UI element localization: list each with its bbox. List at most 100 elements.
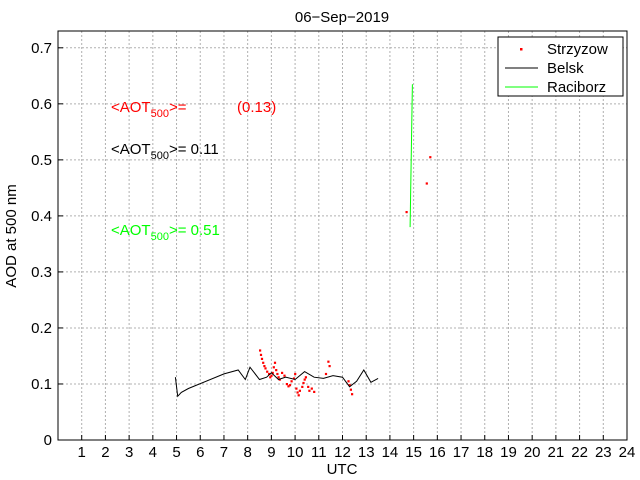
data-point-strzyzow	[271, 371, 274, 374]
x-tick-label: 9	[267, 444, 275, 461]
data-point-strzyzow	[304, 376, 307, 379]
y-tick-label: 0	[44, 432, 52, 449]
data-point-strzyzow	[290, 380, 293, 383]
data-point-strzyzow	[269, 376, 272, 379]
grid	[58, 31, 627, 440]
annotation-raciborz-sub: 500	[151, 231, 169, 243]
x-tick-label: 15	[405, 444, 422, 461]
x-tick-label: 1	[78, 444, 86, 461]
series-layer	[174, 84, 432, 398]
data-point-strzyzow	[302, 381, 305, 385]
x-tick-label: 4	[149, 444, 157, 461]
data-point-strzyzow	[351, 393, 354, 396]
x-tick-label: 19	[500, 444, 517, 461]
annotation-raciborz-main: <AOT	[111, 222, 151, 239]
x-tick-label: 12	[334, 444, 351, 461]
data-point-strzyzow	[349, 388, 352, 391]
annotation-belsk-sub: 500	[151, 150, 169, 162]
annotation-raciborz: <AOT500>= 0.51	[111, 222, 220, 243]
annotation-strzyzow-rest: >=	[169, 99, 187, 116]
x-tick-label: 21	[548, 444, 565, 461]
y-tick-label: 0.5	[31, 152, 52, 169]
x-tick-label: 23	[595, 444, 612, 461]
data-point-strzyzow	[405, 211, 408, 214]
x-tick-label: 22	[571, 444, 588, 461]
data-point-strzyzow	[429, 156, 432, 159]
legend-label-belsk: Belsk	[547, 60, 584, 77]
annotation-strzyzow-sub: 500	[151, 108, 169, 120]
legend-label-strzyzow: Strzyzow	[547, 41, 608, 58]
data-point-strzyzow	[324, 372, 328, 376]
data-point-strzyzow	[285, 383, 288, 386]
data-point-strzyzow	[272, 366, 275, 369]
series-line-belsk	[174, 366, 379, 398]
data-point-strzyzow	[313, 390, 316, 393]
x-tick-label: 7	[220, 444, 228, 461]
x-tick-label: 3	[125, 444, 133, 461]
y-axis-label: AOD at 500 nm	[3, 184, 20, 287]
data-point-strzyzow	[270, 374, 273, 377]
data-point-strzyzow	[425, 182, 428, 185]
y-tick-label: 0.6	[31, 96, 52, 113]
x-tick-label: 20	[524, 444, 541, 461]
legend: Strzyzow Belsk Raciborz	[497, 36, 624, 97]
legend-items: Strzyzow Belsk Raciborz	[505, 41, 608, 96]
data-point-strzyzow	[277, 376, 280, 379]
data-point-strzyzow	[347, 380, 350, 383]
annotation-belsk-rest: >= 0.11	[169, 141, 219, 158]
data-point-strzyzow	[262, 361, 265, 364]
x-tick-label: 18	[476, 444, 493, 461]
y-tick-label: 0.2	[31, 320, 52, 337]
x-tick-label: 14	[382, 444, 399, 461]
data-point-strzyzow	[287, 385, 290, 388]
data-point-strzyzow	[296, 391, 299, 394]
data-point-strzyzow	[275, 369, 278, 372]
annotation-belsk-main: <AOT	[111, 141, 151, 158]
x-tick-label: 11	[311, 444, 327, 461]
data-point-strzyzow	[307, 385, 310, 388]
data-point-strzyzow	[288, 384, 292, 387]
data-point-strzyzow	[263, 365, 266, 368]
data-point-strzyzow	[266, 370, 269, 373]
y-tick-label: 0.3	[31, 264, 52, 281]
legend-swatch-strzyzow	[520, 48, 523, 51]
x-tick-label: 16	[429, 444, 446, 461]
series-line-raciborz	[409, 84, 413, 228]
data-point-strzyzow	[294, 372, 297, 376]
x-tick-label: 8	[243, 444, 251, 461]
data-point-strzyzow	[292, 377, 296, 380]
x-tick-label: 17	[453, 444, 470, 461]
x-tick-label: 24	[619, 444, 636, 461]
data-point-strzyzow	[276, 372, 279, 376]
data-point-strzyzow	[308, 389, 311, 392]
data-point-strzyzow	[273, 361, 277, 364]
annotation-strzyzow-value: (0.13)	[237, 99, 276, 116]
y-tick-label: 0.7	[31, 40, 52, 57]
x-tick-label: 6	[196, 444, 204, 461]
legend-label-raciborz: Raciborz	[547, 79, 606, 96]
annotation-belsk: <AOT500>= 0.11	[111, 141, 219, 162]
data-point-strzyzow	[297, 394, 300, 397]
data-point-strzyzow	[328, 365, 331, 368]
data-point-strzyzow	[298, 389, 301, 392]
data-point-strzyzow	[259, 353, 263, 356]
annotation-raciborz-rest: >= 0.51	[169, 222, 220, 239]
annotation-strzyzow-main: <AOT	[111, 99, 151, 116]
y-tick-label: 0.1	[31, 376, 52, 393]
data-point-strzyzow	[260, 357, 264, 360]
x-tick-label: 5	[172, 444, 180, 461]
legend-box	[497, 36, 624, 97]
data-point-strzyzow	[348, 384, 351, 387]
chart-title: 06−Sep−2019	[295, 9, 389, 26]
data-point-strzyzow	[283, 374, 286, 377]
data-point-strzyzow	[264, 367, 267, 370]
annotation-strzyzow: <AOT500>=	[111, 99, 187, 120]
data-point-strzyzow	[268, 372, 271, 376]
x-tick-label: 10	[287, 444, 304, 461]
data-point-strzyzow	[281, 371, 284, 374]
data-point-strzyzow	[303, 378, 306, 381]
x-axis-label: UTC	[327, 461, 358, 478]
data-point-strzyzow	[301, 385, 304, 388]
data-point-strzyzow	[259, 349, 262, 352]
